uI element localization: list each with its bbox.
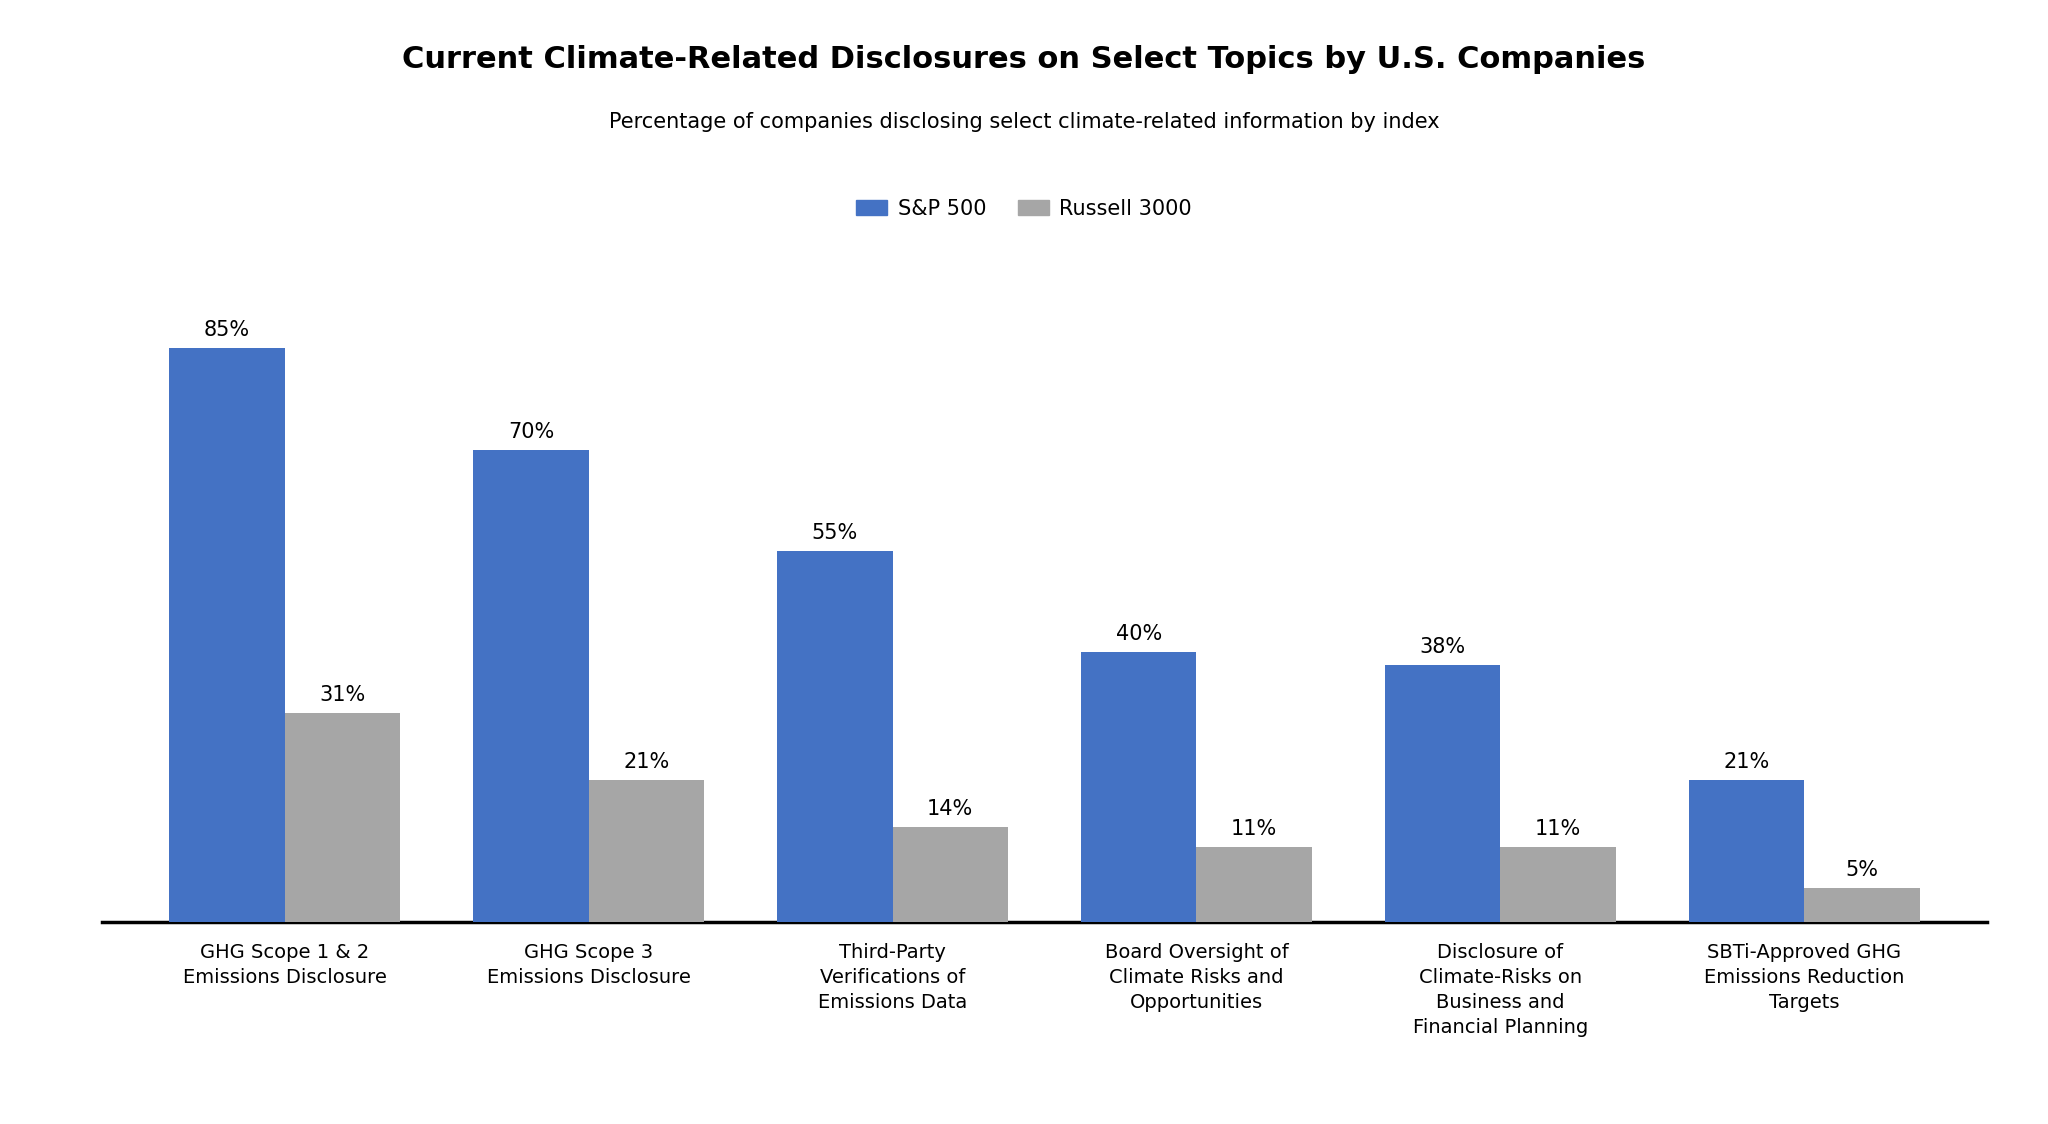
- Text: 85%: 85%: [205, 320, 250, 341]
- Text: 11%: 11%: [1231, 819, 1278, 840]
- Text: 5%: 5%: [1845, 860, 1878, 880]
- Bar: [1081, 652, 1196, 922]
- Text: Percentage of companies disclosing select climate-related information by index: Percentage of companies disclosing selec…: [608, 112, 1440, 133]
- Text: 40%: 40%: [1116, 624, 1161, 644]
- Text: 70%: 70%: [508, 422, 555, 442]
- Bar: [473, 450, 588, 922]
- Text: 38%: 38%: [1419, 637, 1466, 658]
- Text: 31%: 31%: [319, 685, 367, 705]
- Text: 55%: 55%: [811, 523, 858, 543]
- Bar: [776, 551, 893, 922]
- Bar: [588, 780, 705, 922]
- Text: 14%: 14%: [928, 799, 973, 819]
- Bar: [285, 713, 399, 922]
- Bar: [1690, 780, 1804, 922]
- Bar: [1384, 665, 1501, 922]
- Text: 21%: 21%: [1722, 752, 1769, 772]
- Bar: [1501, 847, 1616, 922]
- Bar: [1196, 847, 1313, 922]
- Bar: [1804, 888, 1919, 922]
- Bar: [170, 348, 285, 922]
- Bar: [893, 827, 1008, 922]
- Text: 11%: 11%: [1534, 819, 1581, 840]
- Text: 21%: 21%: [623, 752, 670, 772]
- Text: Current Climate-Related Disclosures on Select Topics by U.S. Companies: Current Climate-Related Disclosures on S…: [401, 45, 1647, 74]
- Legend: S&P 500, Russell 3000: S&P 500, Russell 3000: [848, 190, 1200, 227]
